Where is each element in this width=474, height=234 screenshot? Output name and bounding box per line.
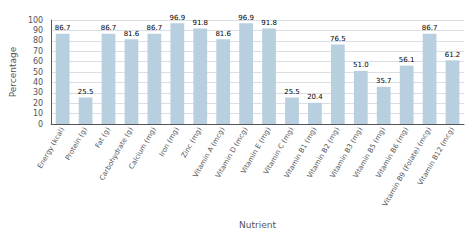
svg-text:25.5: 25.5 bbox=[284, 88, 300, 96]
svg-text:Vitamin E (mg): Vitamin E (mg) bbox=[239, 126, 273, 176]
svg-text:30: 30 bbox=[33, 88, 43, 97]
svg-text:Zinc (mg): Zinc (mg) bbox=[180, 126, 204, 160]
svg-text:76.5: 76.5 bbox=[330, 35, 346, 43]
svg-text:Iron (mg): Iron (mg) bbox=[158, 126, 181, 158]
svg-text:Calcium (mg): Calcium (mg) bbox=[127, 126, 158, 171]
svg-text:20: 20 bbox=[33, 99, 43, 108]
svg-text:Percentage: Percentage bbox=[8, 46, 18, 97]
svg-text:90: 90 bbox=[33, 26, 43, 35]
svg-text:86.7: 86.7 bbox=[147, 24, 163, 32]
svg-text:Nutrient: Nutrient bbox=[239, 220, 276, 230]
svg-text:Vitamin B3 (mg): Vitamin B3 (mg) bbox=[328, 126, 365, 180]
svg-text:96.9: 96.9 bbox=[238, 14, 254, 22]
svg-text:81.6: 81.6 bbox=[124, 30, 140, 38]
svg-text:35.7: 35.7 bbox=[376, 77, 392, 85]
svg-text:91.8: 91.8 bbox=[192, 19, 208, 27]
svg-text:Vitamin A (mcg): Vitamin A (mcg) bbox=[191, 126, 227, 179]
svg-text:70: 70 bbox=[33, 47, 43, 56]
svg-text:86.7: 86.7 bbox=[55, 24, 71, 32]
svg-text:Vitamin B2 (mg): Vitamin B2 (mg) bbox=[305, 126, 342, 180]
svg-text:Vitamin B1 (mg): Vitamin B1 (mg) bbox=[282, 126, 319, 180]
svg-text:Vitamin B12 (mcg): Vitamin B12 (mcg) bbox=[416, 126, 456, 187]
svg-text:0: 0 bbox=[38, 120, 43, 129]
svg-text:50: 50 bbox=[33, 68, 43, 77]
svg-text:Carbohydrate (g): Carbohydrate (g) bbox=[98, 126, 135, 182]
svg-text:96.9: 96.9 bbox=[170, 14, 186, 22]
svg-text:25.5: 25.5 bbox=[78, 88, 94, 96]
svg-text:Vitamin D (mcg): Vitamin D (mcg) bbox=[214, 126, 250, 180]
svg-text:Energy (kcal): Energy (kcal) bbox=[36, 126, 66, 170]
svg-text:61.2: 61.2 bbox=[445, 51, 461, 59]
svg-text:51.0: 51.0 bbox=[353, 61, 369, 69]
svg-text:20.4: 20.4 bbox=[307, 93, 323, 101]
svg-text:40: 40 bbox=[33, 78, 43, 87]
svg-text:91.8: 91.8 bbox=[261, 19, 277, 27]
svg-text:Vitamin B6 (mg): Vitamin B6 (mg) bbox=[374, 126, 411, 180]
svg-text:100: 100 bbox=[28, 16, 43, 25]
svg-text:86.7: 86.7 bbox=[422, 24, 438, 32]
svg-text:10: 10 bbox=[33, 109, 43, 118]
svg-text:Fat (g): Fat (g) bbox=[94, 126, 112, 150]
svg-text:Vitamin B5 (mg): Vitamin B5 (mg) bbox=[351, 126, 388, 180]
svg-text:Vitamin B9 (Folate) (mcg): Vitamin B9 (Folate) (mcg) bbox=[381, 126, 434, 208]
svg-text:60: 60 bbox=[33, 57, 43, 66]
svg-text:81.6: 81.6 bbox=[215, 30, 231, 38]
svg-text:86.7: 86.7 bbox=[101, 24, 117, 32]
svg-text:Vitamin C (mg): Vitamin C (mg) bbox=[262, 126, 296, 176]
svg-text:80: 80 bbox=[33, 36, 43, 45]
svg-text:56.1: 56.1 bbox=[399, 56, 415, 64]
svg-text:Protein (g): Protein (g) bbox=[64, 126, 89, 162]
